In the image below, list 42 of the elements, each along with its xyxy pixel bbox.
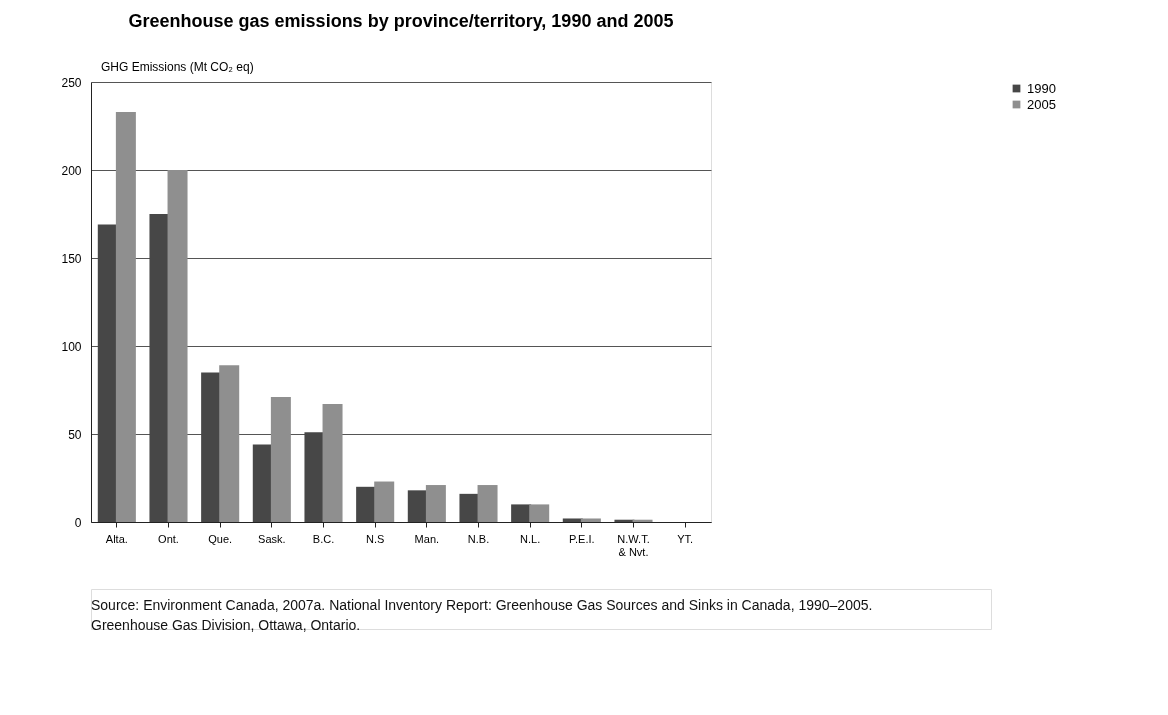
bar [304,432,325,522]
x-tick-label: P.E.I. [569,532,595,545]
bar [374,481,395,522]
bar [407,490,428,522]
bar [459,493,480,522]
x-tick-label: Alta. [105,532,128,545]
y-tick-label: 150 [61,251,82,266]
bar [97,224,118,522]
y-tick-label: 250 [61,75,82,90]
x-tick-label: N.B. [467,532,490,545]
chart-title: Greenhouse gas emissions by province/territory, 1990 and 2005 [128,11,674,31]
y-tick-label: 50 [68,427,82,442]
y-tick-label: 0 [74,515,82,530]
x-tick-label: Que. [208,532,233,545]
y-axis-title: GHG Emissions (Mt CO₂ eq) [101,60,254,74]
y-tick-label: 200 [61,163,82,178]
bar [270,397,291,522]
source-note: Source: Environment Canada, 2007a. National Inventory Report: Greenhouse Gas Sources and Sinks in Canada, 1990–2005. [91,597,873,613]
x-tick-label: N.L. [520,532,541,545]
bar [562,518,583,522]
x-tick-label: B.C. [312,532,335,545]
bar [115,111,136,522]
bar [529,504,550,522]
text: Greenhouse Gas Division, Ottawa, Ontario. [91,617,361,633]
bar [201,372,222,522]
x-tick-label: Man. [414,532,440,545]
bar [425,485,446,522]
x-tick-label: Ont. [158,532,179,545]
bar [580,518,601,522]
x-tick-label: YT. [677,532,694,545]
legend-label: 1990 [1027,80,1056,96]
y-tick-label: 100 [61,339,82,354]
bar [219,365,240,522]
legend-label: 2005 [1027,96,1056,112]
bar [149,214,170,522]
x-tick-label: N.S [365,532,385,545]
x-tick-label: N.W.T. & Nvt. [617,532,650,558]
bar [322,404,343,522]
x-tick-label: Sask. [258,532,286,545]
bar [477,485,498,522]
bar [511,504,532,522]
bar [167,170,188,522]
